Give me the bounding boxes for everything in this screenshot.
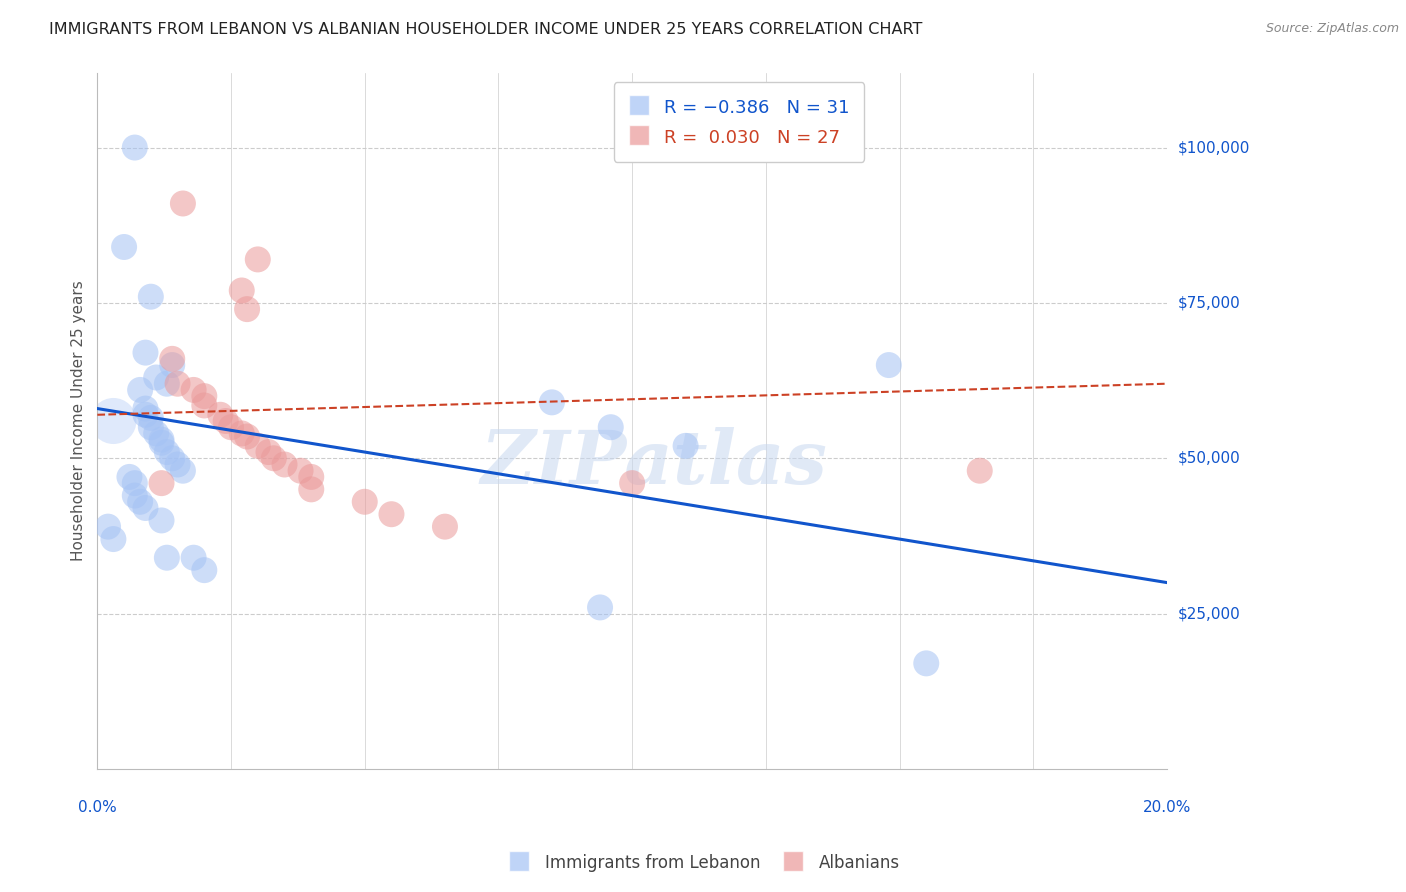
- Point: [124, 476, 146, 491]
- Text: $25,000: $25,000: [1178, 607, 1240, 621]
- Point: [166, 458, 188, 472]
- Point: [139, 290, 162, 304]
- Point: [246, 252, 269, 267]
- Point: [231, 426, 253, 441]
- Point: [589, 600, 612, 615]
- Point: [156, 550, 179, 565]
- Point: [599, 420, 621, 434]
- Text: $50,000: $50,000: [1178, 450, 1240, 466]
- Point: [124, 489, 146, 503]
- Point: [299, 483, 322, 497]
- Text: 20.0%: 20.0%: [1143, 799, 1191, 814]
- Point: [193, 399, 215, 413]
- Point: [183, 383, 205, 397]
- Point: [183, 550, 205, 565]
- Point: [236, 302, 259, 317]
- Point: [231, 284, 253, 298]
- Point: [150, 513, 173, 527]
- Point: [915, 657, 938, 671]
- Text: $75,000: $75,000: [1178, 295, 1240, 310]
- Point: [675, 439, 697, 453]
- Point: [139, 420, 162, 434]
- Point: [209, 408, 232, 422]
- Point: [193, 389, 215, 403]
- Point: [263, 451, 285, 466]
- Point: [156, 445, 179, 459]
- Point: [150, 435, 173, 450]
- Point: [134, 408, 156, 422]
- Point: [246, 439, 269, 453]
- Point: [299, 470, 322, 484]
- Point: [215, 414, 238, 428]
- Point: [129, 495, 152, 509]
- Point: [166, 376, 188, 391]
- Point: [290, 464, 312, 478]
- Point: [156, 376, 179, 391]
- Point: [160, 358, 183, 372]
- Point: [112, 240, 135, 254]
- Point: [134, 345, 156, 359]
- Text: IMMIGRANTS FROM LEBANON VS ALBANIAN HOUSEHOLDER INCOME UNDER 25 YEARS CORRELATIO: IMMIGRANTS FROM LEBANON VS ALBANIAN HOUS…: [49, 22, 922, 37]
- Point: [160, 451, 183, 466]
- Point: [145, 426, 167, 441]
- Point: [193, 563, 215, 577]
- Point: [172, 196, 194, 211]
- Text: ZIPatlas: ZIPatlas: [479, 426, 827, 499]
- Point: [273, 458, 295, 472]
- Point: [380, 507, 402, 521]
- Point: [257, 445, 280, 459]
- Point: [97, 519, 120, 533]
- Point: [172, 464, 194, 478]
- Y-axis label: Householder Income Under 25 years: Householder Income Under 25 years: [72, 281, 86, 561]
- Point: [134, 501, 156, 516]
- Text: Source: ZipAtlas.com: Source: ZipAtlas.com: [1265, 22, 1399, 36]
- Point: [145, 370, 167, 384]
- Point: [118, 470, 141, 484]
- Point: [236, 429, 259, 443]
- Text: 0.0%: 0.0%: [77, 799, 117, 814]
- Legend: R = −0.386   N = 31, R =  0.030   N = 27: R = −0.386 N = 31, R = 0.030 N = 27: [614, 82, 865, 161]
- Point: [877, 358, 900, 372]
- Point: [103, 414, 125, 428]
- Point: [433, 519, 456, 533]
- Point: [139, 410, 162, 425]
- Point: [160, 351, 183, 366]
- Point: [129, 383, 152, 397]
- Text: $100,000: $100,000: [1178, 140, 1250, 155]
- Point: [124, 140, 146, 154]
- Point: [353, 495, 375, 509]
- Point: [219, 420, 242, 434]
- Point: [134, 401, 156, 416]
- Point: [150, 476, 173, 491]
- Point: [969, 464, 991, 478]
- Point: [103, 532, 125, 546]
- Legend: Immigrants from Lebanon, Albanians: Immigrants from Lebanon, Albanians: [499, 847, 907, 880]
- Point: [541, 395, 564, 409]
- Point: [621, 476, 644, 491]
- Point: [150, 433, 173, 447]
